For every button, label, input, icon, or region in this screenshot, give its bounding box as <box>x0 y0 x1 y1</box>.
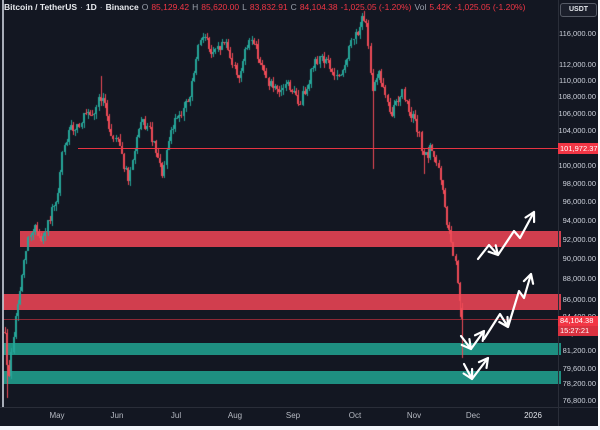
candlestick-canvas[interactable] <box>0 0 558 407</box>
price-axis-label: 116,000.00 <box>559 29 596 38</box>
time-axis-label: Jun <box>110 411 124 420</box>
price-axis-label: 88,000.00 <box>562 274 596 283</box>
price-axis-label: 90,000.00 <box>562 254 596 263</box>
price-axis-label: 112,000.00 <box>559 60 596 69</box>
drawn-arrow[interactable] <box>459 329 486 351</box>
price-axis-label: 100,000.00 <box>558 161 596 170</box>
last-price-value: 84,104.38 <box>560 316 594 325</box>
ray-price-label: 101,972.37 <box>558 143 598 154</box>
price-axis-label: 78,200.00 <box>562 379 596 388</box>
open-value: 85,129.42 <box>151 2 190 12</box>
price-axis-label: 110,000.00 <box>559 76 596 85</box>
time-axis[interactable]: May Jun Jul Aug Sep Oct Nov Dec 2026 <box>0 408 598 426</box>
time-axis-label: May <box>49 411 65 420</box>
close-key: C <box>290 2 297 12</box>
close-value: 84,104.38 <box>299 2 338 12</box>
screenshot-margin-right <box>598 0 600 430</box>
high-key: H <box>192 2 199 12</box>
drawn-arrow[interactable] <box>482 272 535 341</box>
price-axis-label: 96,000.00 <box>562 197 596 206</box>
price-axis-label: 81,200.00 <box>562 346 596 355</box>
drawn-arrow[interactable] <box>476 210 536 261</box>
time-axis-label: Aug <box>227 411 243 420</box>
price-axis-label: 104,000.00 <box>558 126 596 135</box>
price-axis-label: 86,000.00 <box>562 295 596 304</box>
open-key: O <box>141 2 149 12</box>
price-axis-label: 94,000.00 <box>562 216 596 225</box>
time-axis-label: Dec <box>465 411 481 420</box>
separator-dot: · <box>80 2 83 12</box>
price-axis-label: 92,000.00 <box>562 235 596 244</box>
price-axis-label: 108,000.00 <box>558 92 596 101</box>
price-axis-separator <box>558 0 559 426</box>
symbol-name[interactable]: Bitcoin / TetherUS <box>4 2 78 12</box>
exchange-label: Binance <box>105 2 139 12</box>
high-value: 85,620.00 <box>201 2 240 12</box>
price-axis-label: 106,000.00 <box>558 109 596 118</box>
countdown-timer: 15:27:21 <box>558 326 598 336</box>
volume-value: 5.42K <box>429 2 452 12</box>
time-axis-label: Oct <box>348 411 362 420</box>
change-value: -1,025.05 (-1.20%) <box>340 2 412 12</box>
low-key: L <box>242 2 247 12</box>
separator-dot: · <box>99 2 103 12</box>
last-price-line <box>3 319 558 320</box>
ohlc-bar: Bitcoin / TetherUS · 1D · Binance O 85,129.42 H… <box>4 1 528 13</box>
time-axis-label: 2026 <box>524 411 542 420</box>
drawn-arrow[interactable] <box>462 356 490 381</box>
horizontal-ray-line[interactable] <box>78 148 558 149</box>
price-axis-label: 76,800.00 <box>562 396 596 405</box>
change-value-2: -1,025.05 (-1.20%) <box>454 2 526 12</box>
chart-left-edge-line <box>2 0 4 407</box>
time-axis-label: Nov <box>406 411 422 420</box>
time-axis-label: Jul <box>170 411 182 420</box>
screenshot-margin-bottom <box>0 426 600 430</box>
low-value: 83,832.91 <box>249 2 288 12</box>
price-axis[interactable]: 116,000.00 112,000.00 110,000.00 108,000.00… <box>558 0 598 407</box>
volume-key: Vol <box>414 2 427 12</box>
price-axis-label: 98,000.00 <box>562 179 596 188</box>
price-axis-label: 79,600.00 <box>562 364 596 373</box>
timeframe-label[interactable]: 1D <box>85 2 97 12</box>
time-axis-label: Sep <box>285 411 301 420</box>
currency-button[interactable]: USDT <box>560 3 597 17</box>
last-price-badge: 84,104.38 15:27:21 <box>558 316 598 336</box>
time-axis-separator <box>0 407 598 408</box>
